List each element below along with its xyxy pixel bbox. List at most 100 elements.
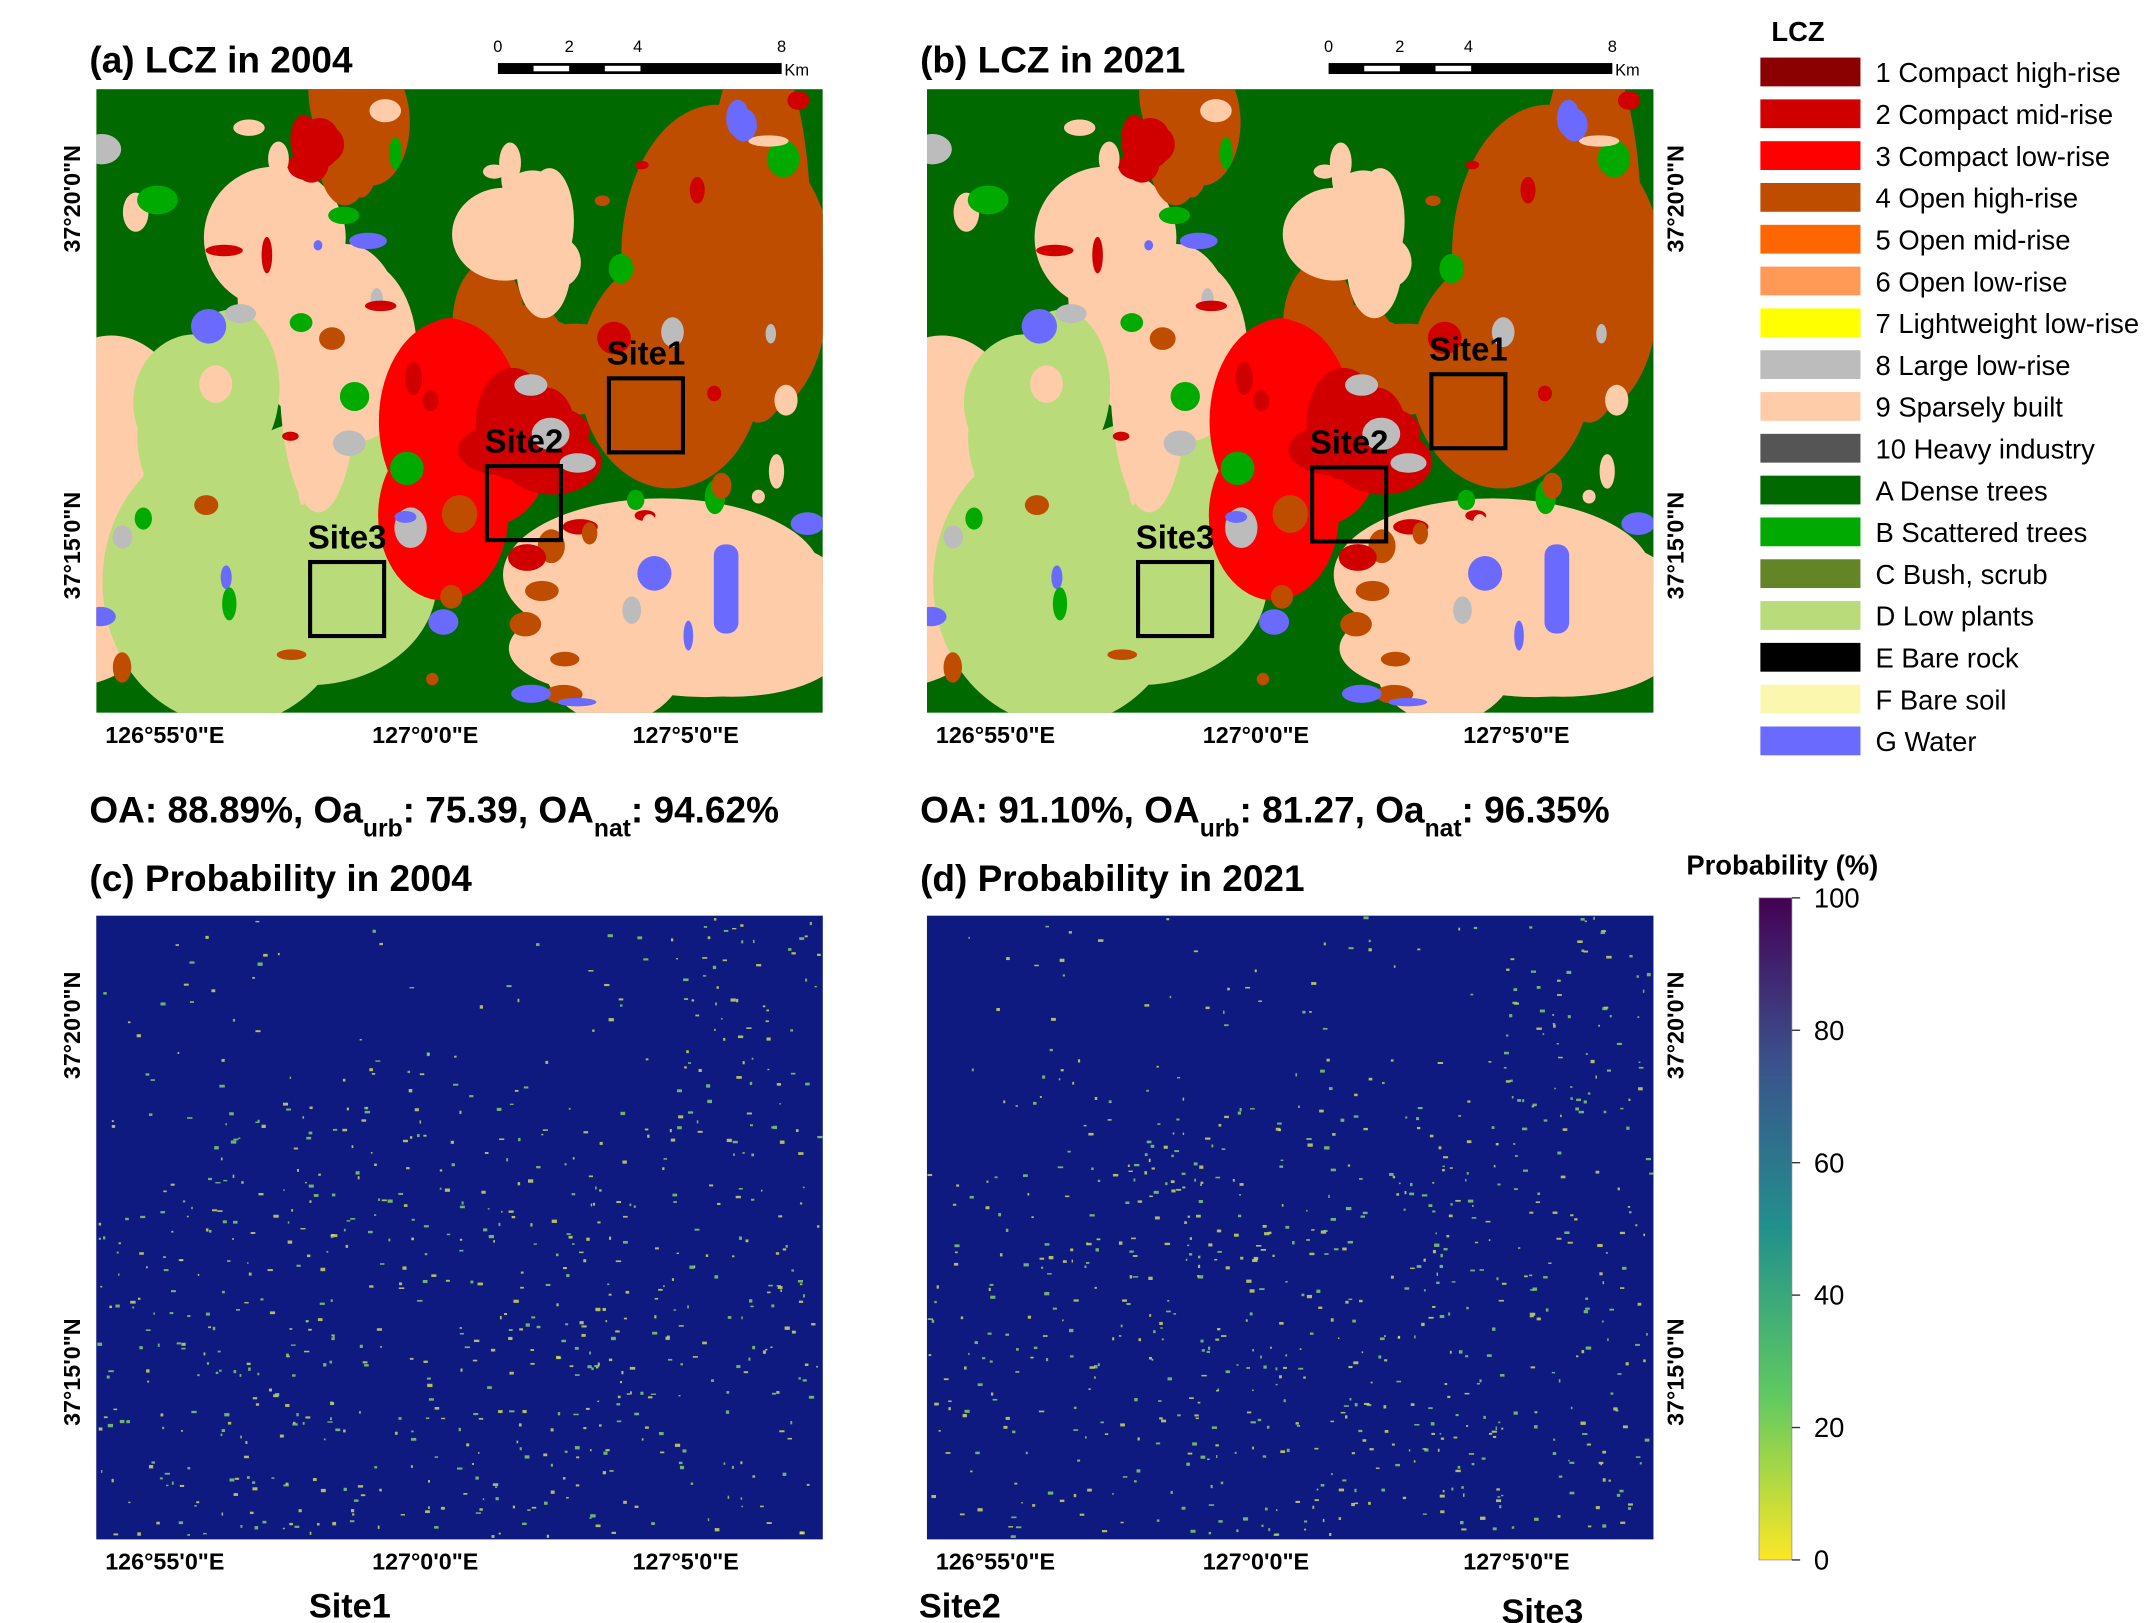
probability-speck — [162, 1426, 165, 1430]
probability-speck — [1417, 948, 1421, 951]
probability-speck — [596, 1366, 599, 1369]
y-axis-label: 37°15'0"N — [59, 1318, 85, 1426]
legend-label: D Low plants — [1876, 601, 2034, 632]
probability-speck — [1205, 1006, 1210, 1010]
probability-speck — [1530, 1289, 1535, 1291]
probability-speck — [746, 1027, 752, 1029]
x-axis-label: 126°55'0"E — [105, 722, 224, 748]
probability-speck — [1453, 1436, 1458, 1439]
probability-speck — [181, 1347, 186, 1350]
probability-speck — [1363, 1402, 1370, 1405]
probability-speck — [283, 1189, 285, 1191]
probability-speck — [1205, 1137, 1211, 1140]
probability-speck — [1585, 1307, 1590, 1310]
probability-speck — [1062, 1260, 1067, 1263]
probability-speck — [542, 1129, 548, 1131]
probability-speck — [219, 1369, 222, 1372]
probability-speck — [1553, 1438, 1556, 1441]
probability-speck — [696, 1120, 699, 1124]
probability-speck — [1436, 1272, 1439, 1276]
probability-speck — [139, 1252, 144, 1255]
probability-speck — [1133, 1480, 1137, 1483]
probability-speck — [524, 1455, 530, 1459]
probability-speck — [760, 1189, 763, 1192]
land-cover-patch — [1256, 672, 1270, 686]
probability-speck — [1509, 1014, 1513, 1018]
probability-speck — [1422, 1513, 1427, 1515]
probability-speck — [1602, 1281, 1604, 1285]
probability-speck — [239, 1373, 242, 1377]
probability-speck — [1311, 1229, 1315, 1231]
probability-speck — [1366, 1403, 1372, 1407]
probability-speck — [1440, 1510, 1445, 1514]
probability-speck — [236, 1309, 240, 1311]
probability-speck — [1348, 1365, 1353, 1369]
probability-speck — [215, 1182, 221, 1184]
probability-speck — [771, 1304, 775, 1308]
land-cover-patch — [1520, 176, 1536, 204]
probability-speck — [196, 1501, 200, 1504]
land-cover-patch — [96, 134, 122, 165]
probability-speck — [509, 1371, 514, 1375]
probability-speck — [1059, 958, 1065, 962]
probability-speck — [1031, 1216, 1034, 1219]
probability-speck — [1060, 1069, 1064, 1072]
x-axis-label: 127°0'0"E — [372, 1549, 478, 1575]
probability-speck — [1362, 1439, 1367, 1442]
probability-speck — [1328, 1194, 1330, 1198]
probability-speck — [1122, 1476, 1128, 1478]
probability-speck — [640, 1391, 644, 1395]
colorbar-tick-label: 40 — [1814, 1280, 1844, 1311]
probability-speck — [1392, 1175, 1396, 1179]
probability-speck — [598, 1424, 602, 1427]
probability-speck — [1491, 1126, 1495, 1130]
probability-speck — [360, 1494, 366, 1497]
probability-speck — [1529, 1211, 1534, 1214]
probability-speck — [511, 1215, 516, 1219]
probability-speck — [806, 1483, 810, 1486]
probability-speck — [1171, 1189, 1176, 1193]
land-cover-patch — [1120, 313, 1144, 333]
probability-speck — [1245, 1319, 1248, 1322]
probability-speck — [1602, 1524, 1607, 1528]
probability-speck — [1072, 1081, 1075, 1085]
land-cover-patch — [1055, 304, 1087, 324]
probability-speck — [1580, 1421, 1586, 1425]
probability-speck — [574, 1346, 579, 1350]
probability-speck — [750, 1198, 755, 1201]
land-cover-patch — [943, 525, 964, 549]
probability-speck — [1492, 1527, 1497, 1531]
probability-speck — [107, 1423, 114, 1428]
probability-speck — [1556, 1043, 1560, 1045]
probability-speck — [1534, 1517, 1539, 1521]
probability-speck — [1085, 1261, 1090, 1264]
legend-label: F Bare soil — [1876, 684, 2007, 715]
land-cover-patch — [1112, 431, 1130, 441]
probability-speck — [1260, 1248, 1267, 1251]
land-cover-patch — [1195, 300, 1228, 312]
probability-speck — [555, 1355, 561, 1360]
probability-speck — [773, 1125, 778, 1130]
probability-speck — [1312, 1505, 1315, 1509]
land-cover-patch — [1225, 511, 1248, 523]
probability-speck — [1473, 926, 1478, 930]
probability-speck — [1360, 1215, 1366, 1218]
x-axis-label: 127°5'0"E — [1463, 722, 1569, 748]
probability-speck — [1620, 1287, 1625, 1289]
probability-speck — [1011, 1516, 1017, 1519]
probability-speck — [317, 1522, 320, 1526]
probability-speck — [748, 1357, 751, 1361]
probability-speck — [1015, 1105, 1018, 1107]
land-cover-patch — [753, 207, 786, 244]
probability-speck — [487, 1208, 490, 1210]
probability-speck — [1237, 1111, 1241, 1115]
probability-speck — [1379, 1337, 1385, 1341]
land-cover-patch — [1340, 612, 1372, 637]
probability-speck — [1423, 1289, 1426, 1292]
scale-label: 4 — [1464, 38, 1473, 56]
probability-speck — [1390, 1059, 1394, 1062]
probability-speck — [790, 1072, 796, 1075]
probability-speck — [427, 1506, 430, 1510]
probability-speck — [1257, 1418, 1262, 1422]
subscript: nat — [1425, 815, 1462, 842]
